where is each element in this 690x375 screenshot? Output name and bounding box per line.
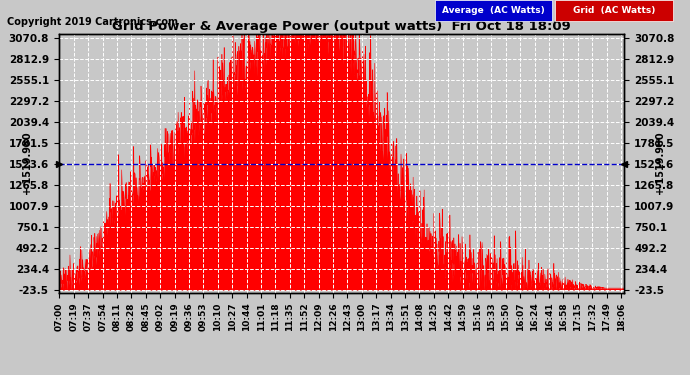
Text: + 1519.980: + 1519.980: [656, 133, 667, 195]
Title: Grid Power & Average Power (output watts)  Fri Oct 18 18:09: Grid Power & Average Power (output watts…: [112, 20, 571, 33]
Text: Copyright 2019 Cartronics.com: Copyright 2019 Cartronics.com: [7, 17, 178, 27]
Text: + 1519.980: + 1519.980: [23, 133, 32, 195]
Text: Grid  (AC Watts): Grid (AC Watts): [573, 6, 655, 15]
Text: Average  (AC Watts): Average (AC Watts): [442, 6, 544, 15]
